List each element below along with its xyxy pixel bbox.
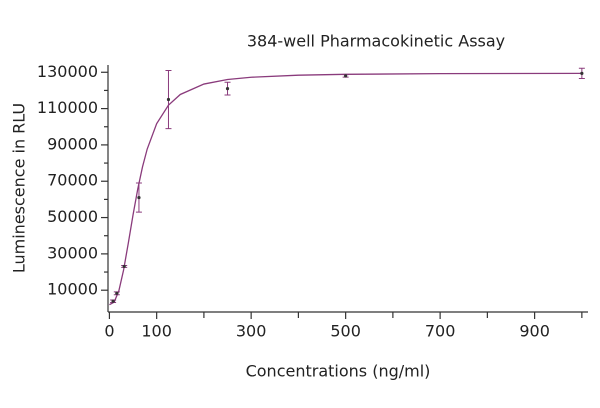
y-tick-label: 70000 (47, 171, 98, 190)
x-tick-label: 500 (330, 322, 361, 341)
y-tick-label: 110000 (37, 98, 98, 117)
data-point (344, 74, 348, 78)
x-axis-label: Concentrations (ng/ml) (246, 362, 431, 381)
x-tick-label: 0 (104, 322, 114, 341)
chart-title: 384-well Pharmacokinetic Assay (247, 32, 505, 51)
data-point (166, 97, 171, 102)
data-point (115, 291, 119, 295)
data-point (122, 264, 126, 269)
data-point (111, 299, 115, 303)
x-tick-label: 700 (425, 322, 456, 341)
y-tick-label: 130000 (37, 62, 98, 81)
y-tick-label: 90000 (47, 134, 98, 153)
y-tick-label: 10000 (47, 280, 98, 299)
data-point (225, 87, 230, 91)
fit-curve (109, 72, 582, 306)
x-tick-label: 900 (519, 322, 550, 341)
data-point (137, 195, 141, 200)
y-tick-label: 30000 (47, 243, 98, 262)
x-tick-label: 100 (141, 322, 172, 341)
data-point (580, 71, 584, 75)
y-axis-label: Luminescence in RLU (10, 103, 29, 273)
y-tick-label: 50000 (47, 207, 98, 226)
x-tick-label: 300 (236, 322, 267, 341)
